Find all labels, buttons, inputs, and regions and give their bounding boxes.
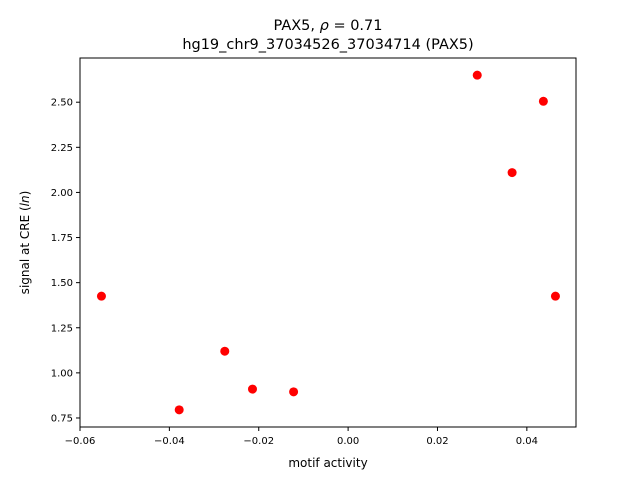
x-tick-label: 0.02 bbox=[426, 436, 448, 447]
plot-frame bbox=[79, 57, 577, 428]
x-tick-label: −0.02 bbox=[243, 436, 274, 447]
x-tick-label: 0.04 bbox=[516, 436, 538, 447]
data-point bbox=[538, 96, 548, 106]
x-tick-label: −0.04 bbox=[154, 436, 185, 447]
x-axis-label: motif activity bbox=[288, 456, 367, 470]
x-tick-label: −0.06 bbox=[65, 436, 96, 447]
data-point bbox=[96, 291, 106, 301]
data-point bbox=[289, 387, 299, 397]
chart-title-line1: PAX5, ρ = 0.71 bbox=[274, 18, 383, 34]
y-axis-label: signal at CRE (ln) bbox=[18, 191, 32, 295]
data-point bbox=[220, 346, 230, 356]
x-axis-ticks: −0.06 −0.04 −0.02 0.00 0.02 0.04 bbox=[65, 427, 538, 447]
data-point bbox=[247, 384, 257, 394]
x-tick-label: 0.00 bbox=[337, 436, 359, 447]
y-tick-label: 2.50 bbox=[51, 98, 73, 109]
plot-area bbox=[80, 58, 576, 427]
y-tick-label: 1.25 bbox=[51, 323, 73, 334]
y-axis-ticks: 0.75 1.00 1.25 1.50 1.75 2.00 2.25 2.50 bbox=[51, 98, 80, 424]
y-tick-label: 1.75 bbox=[51, 233, 73, 244]
data-point bbox=[472, 70, 482, 80]
chart-title-line2: hg19_chr9_37034526_37034714 (PAX5) bbox=[182, 37, 473, 53]
y-tick-label: 2.25 bbox=[51, 143, 73, 154]
y-tick-label: 0.75 bbox=[51, 413, 73, 424]
data-point bbox=[550, 291, 560, 301]
y-tick-label: 1.00 bbox=[51, 368, 73, 379]
y-tick-label: 1.50 bbox=[51, 278, 73, 289]
data-point bbox=[174, 405, 184, 415]
y-tick-label: 2.00 bbox=[51, 188, 73, 199]
data-points bbox=[96, 70, 560, 415]
data-point bbox=[507, 168, 517, 178]
